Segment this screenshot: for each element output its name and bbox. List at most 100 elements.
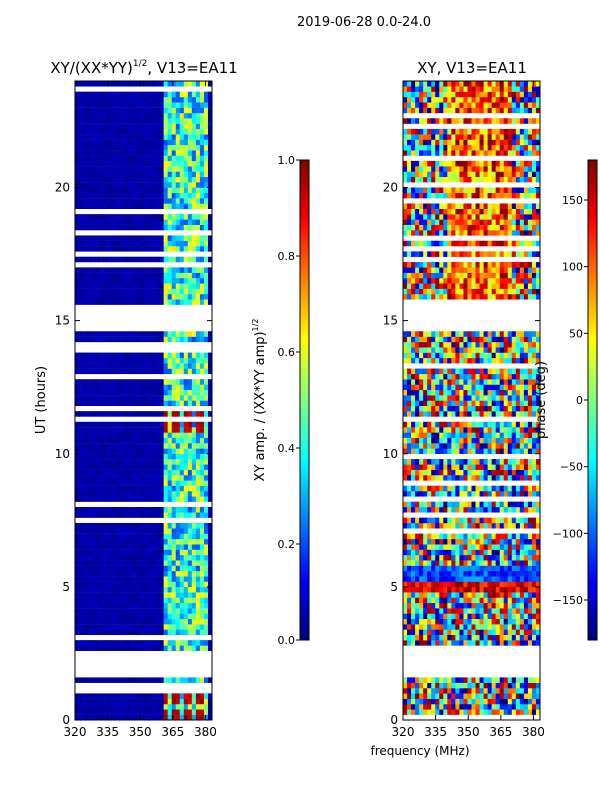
heatmap-cell — [467, 400, 472, 407]
heatmap-cell — [475, 618, 480, 625]
heatmap-cell — [135, 480, 140, 486]
heatmap-cell — [155, 198, 161, 204]
heatmap-cell — [187, 544, 193, 550]
heatmap-cell — [127, 299, 132, 305]
heatmap-cell — [523, 560, 529, 566]
heatmap-cell — [195, 629, 201, 636]
heatmap-cell — [143, 219, 148, 225]
heatmap-cell — [131, 235, 136, 241]
heatmap-cell — [415, 586, 420, 593]
heatmap-cell — [523, 704, 529, 710]
heatmap-cell — [131, 166, 136, 172]
heatmap-cell — [531, 554, 537, 561]
heatmap-cell — [143, 176, 148, 183]
heatmap-cell — [487, 624, 493, 630]
heatmap-cell — [535, 704, 541, 710]
heatmap-cell — [107, 155, 112, 162]
heatmap-cell — [159, 139, 165, 146]
heatmap-cell — [83, 288, 88, 295]
heatmap-cell — [175, 187, 181, 194]
heatmap-cell — [151, 560, 156, 566]
heatmap-cell — [203, 480, 209, 486]
heatmap-cell — [159, 278, 165, 284]
heatmap-cell — [87, 123, 92, 130]
heatmap-cell — [179, 176, 185, 183]
heatmap-cell — [111, 586, 116, 593]
heatmap-cell — [199, 118, 205, 124]
heatmap-cell — [99, 533, 104, 540]
heatmap-cell — [183, 219, 189, 225]
heatmap-cell — [91, 421, 96, 428]
heatmap-cell — [491, 421, 497, 428]
heatmap-cell — [195, 107, 201, 114]
heatmap-cell — [479, 491, 484, 497]
heatmap-cell — [135, 246, 140, 252]
heatmap-cell — [187, 368, 193, 375]
heatmap-cell — [95, 443, 100, 449]
heatmap-cell — [143, 389, 148, 396]
heatmap-cell — [123, 480, 128, 486]
heatmap-cell — [151, 134, 156, 140]
heatmap-cell — [183, 224, 189, 231]
heatmap-cell — [415, 464, 420, 470]
heatmap-cell — [415, 443, 420, 449]
heatmap-cell — [191, 400, 197, 407]
heatmap-cell — [483, 485, 489, 492]
heatmap-cell — [155, 693, 161, 699]
heatmap-cell — [127, 187, 132, 194]
heatmap-cell — [127, 560, 132, 566]
heatmap-cell — [507, 533, 513, 540]
heatmap-cell — [99, 139, 104, 146]
heatmap-cell — [507, 554, 513, 561]
heatmap-cell — [79, 570, 84, 577]
heatmap-cell — [151, 640, 156, 646]
heatmap-cell — [195, 443, 201, 449]
heatmap-cell — [159, 214, 165, 220]
heatmap-cell — [183, 395, 189, 401]
heatmap-cell — [75, 709, 80, 715]
heatmap-cell — [535, 501, 541, 508]
heatmap-cell — [487, 693, 493, 699]
heatmap-cell — [171, 187, 177, 194]
heatmap-cell — [427, 709, 432, 715]
heatmap-cell — [115, 570, 120, 577]
heatmap-cell — [475, 507, 480, 513]
heatmap-cell — [131, 475, 136, 481]
heatmap-cell — [75, 698, 80, 705]
heatmap-cell — [103, 123, 108, 130]
heatmap-cell — [75, 602, 80, 609]
heatmap-cell — [471, 570, 476, 577]
heatmap-cell — [163, 522, 169, 529]
heatmap-cell — [159, 235, 165, 241]
heatmap-cell — [159, 155, 165, 162]
heatmap-cell — [155, 246, 161, 252]
heatmap-cell — [107, 395, 112, 401]
heatmap-cell — [131, 182, 136, 188]
heatmap-cell — [163, 246, 169, 252]
heatmap-cell — [175, 592, 181, 598]
heatmap-cell — [135, 182, 140, 188]
heatmap-cell — [123, 224, 128, 231]
heatmap-cell — [447, 677, 452, 683]
heatmap-cell — [107, 576, 112, 582]
heatmap-cell — [407, 693, 412, 699]
heatmap-cell — [139, 618, 144, 625]
heatmap-cell — [123, 624, 128, 630]
heatmap-cell — [155, 102, 161, 108]
heatmap-cell — [495, 411, 501, 417]
heatmap-cell — [199, 491, 205, 497]
heatmap-cell — [415, 405, 420, 412]
heatmap-cell — [111, 698, 116, 705]
heatmap-cell — [531, 459, 537, 465]
heatmap-cell — [91, 709, 96, 715]
heatmap-cell — [431, 437, 436, 444]
heatmap-cell — [443, 411, 448, 417]
heatmap-cell — [155, 496, 161, 502]
heatmap-cell — [475, 544, 480, 550]
heatmap-cell — [523, 565, 529, 572]
heatmap-cell — [475, 560, 480, 566]
heatmap-cell — [143, 256, 148, 263]
heatmap-cell — [203, 160, 209, 167]
heatmap-cell — [471, 613, 476, 620]
heatmap-cell — [499, 491, 505, 497]
